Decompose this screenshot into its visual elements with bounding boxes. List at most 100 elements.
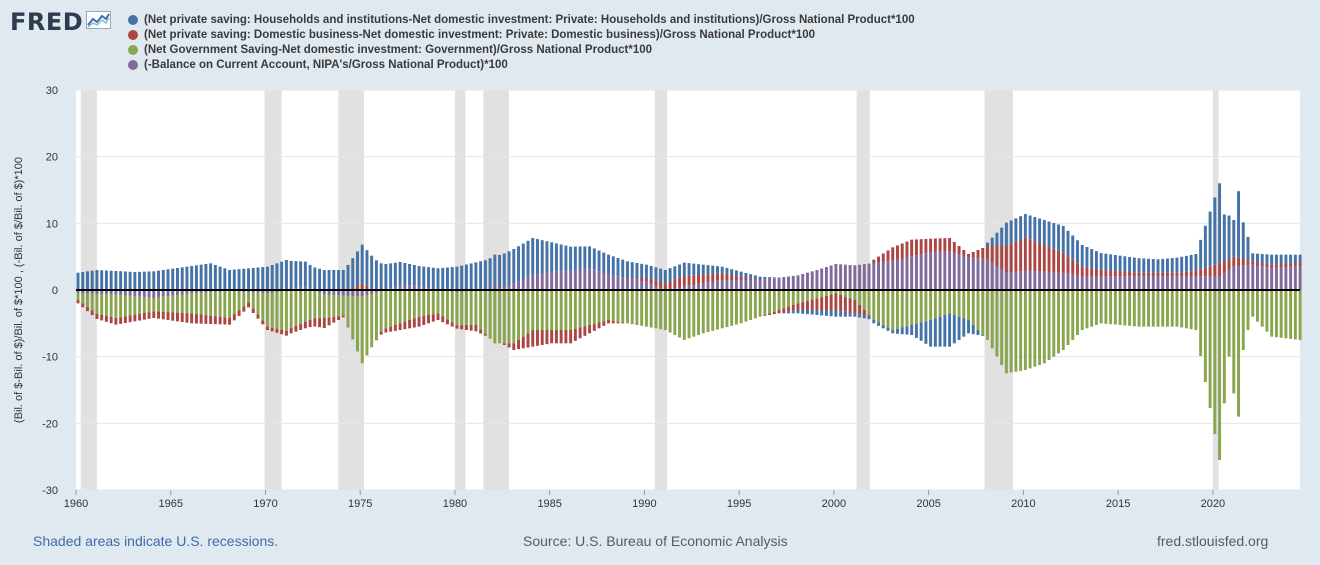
bar-segment — [1241, 290, 1245, 350]
site-link[interactable]: fred.stlouisfed.org — [1157, 533, 1269, 549]
legend-item-government[interactable]: (Net Government Saving-Net domestic inve… — [128, 42, 915, 57]
bar-segment — [507, 285, 511, 290]
bar-segment — [194, 293, 198, 314]
bar-segment — [711, 281, 715, 290]
bar-segment — [1057, 250, 1060, 273]
bar-segment — [1151, 276, 1155, 290]
bar-segment — [1279, 264, 1283, 268]
bar-segment — [218, 316, 222, 325]
bar-segment — [1076, 290, 1079, 335]
bar-segment — [90, 310, 94, 316]
bar-segment — [1009, 272, 1013, 290]
bar-segment — [483, 290, 487, 334]
bar-segment — [266, 293, 269, 327]
bar-segment — [602, 252, 606, 273]
bar-segment — [261, 267, 265, 290]
bar-segment — [1274, 290, 1278, 338]
bar-segment — [1066, 230, 1070, 257]
bar-segment — [967, 290, 970, 320]
legend-item-current-account[interactable]: (-Balance on Current Account, NIPA's/Gro… — [128, 57, 915, 72]
bar-segment — [1023, 237, 1027, 271]
bar-segment — [280, 291, 284, 330]
bar-segment — [1293, 254, 1297, 263]
bar-segment — [1260, 263, 1264, 267]
bar-segment — [739, 280, 743, 290]
bar-segment — [1180, 276, 1184, 290]
bar-segment — [772, 311, 776, 315]
bar-segment — [95, 294, 99, 314]
bar-segment — [190, 293, 194, 314]
bar-segment — [1014, 271, 1018, 290]
bar-segment — [858, 314, 862, 318]
bar-segment — [1161, 290, 1165, 327]
bar-segment — [791, 310, 795, 314]
bar-segment — [938, 238, 942, 252]
bar-segment — [839, 290, 843, 295]
bar-segment — [119, 295, 123, 318]
bar-segment — [801, 290, 805, 303]
bar-segment — [1260, 254, 1264, 263]
bar-segment — [128, 315, 132, 323]
bar-segment — [1090, 249, 1094, 269]
bar-segment — [308, 264, 312, 289]
bar-segment — [588, 325, 592, 334]
bar-segment — [1156, 272, 1160, 276]
bar-segment — [569, 330, 573, 344]
bar-segment — [772, 277, 776, 279]
legend-item-households[interactable]: (Net private saving: Households and inst… — [128, 12, 915, 27]
bar-segment — [862, 315, 866, 319]
bar-segment — [76, 290, 80, 294]
bar-segment — [834, 310, 838, 317]
bar-segment — [455, 325, 459, 329]
bar-segment — [531, 330, 535, 347]
bar-segment — [1123, 276, 1127, 290]
bar-segment — [531, 274, 535, 290]
bar-segment — [90, 290, 94, 294]
bar-segment — [441, 290, 445, 317]
bar-segment — [1061, 226, 1065, 253]
bar-segment — [910, 290, 914, 325]
bar-segment — [512, 249, 516, 284]
bar-segment — [687, 290, 691, 339]
bar-segment — [299, 287, 303, 290]
bar-segment — [308, 319, 312, 328]
bar-segment — [488, 290, 492, 339]
bar-segment — [990, 246, 994, 263]
bar-segment — [450, 291, 454, 323]
bar-segment — [692, 263, 696, 276]
bar-segment — [1166, 258, 1169, 273]
bar-segment — [161, 311, 165, 320]
bar-segment — [948, 313, 952, 347]
bar-segment — [1298, 262, 1302, 266]
bar-segment — [1137, 290, 1141, 327]
legend-item-business[interactable]: (Net private saving: Domestic business-N… — [128, 27, 915, 42]
bar-segment — [829, 294, 833, 310]
bar-segment — [104, 290, 108, 295]
bar-segment — [815, 310, 819, 315]
bar-segment — [1265, 263, 1269, 268]
bar-segment — [725, 267, 729, 275]
bar-segment — [1189, 290, 1193, 330]
bar-segment — [891, 247, 895, 261]
bar-segment — [1260, 290, 1264, 327]
bar-segment — [957, 316, 961, 340]
bar-segment — [720, 273, 724, 280]
bar-segment — [1265, 267, 1269, 290]
bar-segment — [815, 298, 819, 310]
bar-segment — [194, 265, 198, 290]
bar-segment — [76, 272, 80, 290]
bar-segment — [644, 290, 648, 327]
bar-segment — [427, 267, 430, 288]
bar-segment — [886, 261, 890, 290]
bar-segment — [123, 271, 127, 290]
bar-segment — [455, 266, 459, 290]
x-tick-label: 1965 — [158, 498, 182, 510]
bar-segment — [635, 290, 639, 325]
bar-segment — [725, 290, 729, 328]
x-axis-ticks: 1960 1965 1970 1975 1980 1985 1990 1995 2000 2005… — [64, 490, 1225, 510]
bar-segment — [100, 270, 104, 290]
fred-logo[interactable]: FRED — [10, 8, 112, 36]
bar-segment — [1047, 246, 1051, 272]
bar-segment — [1066, 290, 1070, 345]
bar-segment — [843, 311, 847, 317]
